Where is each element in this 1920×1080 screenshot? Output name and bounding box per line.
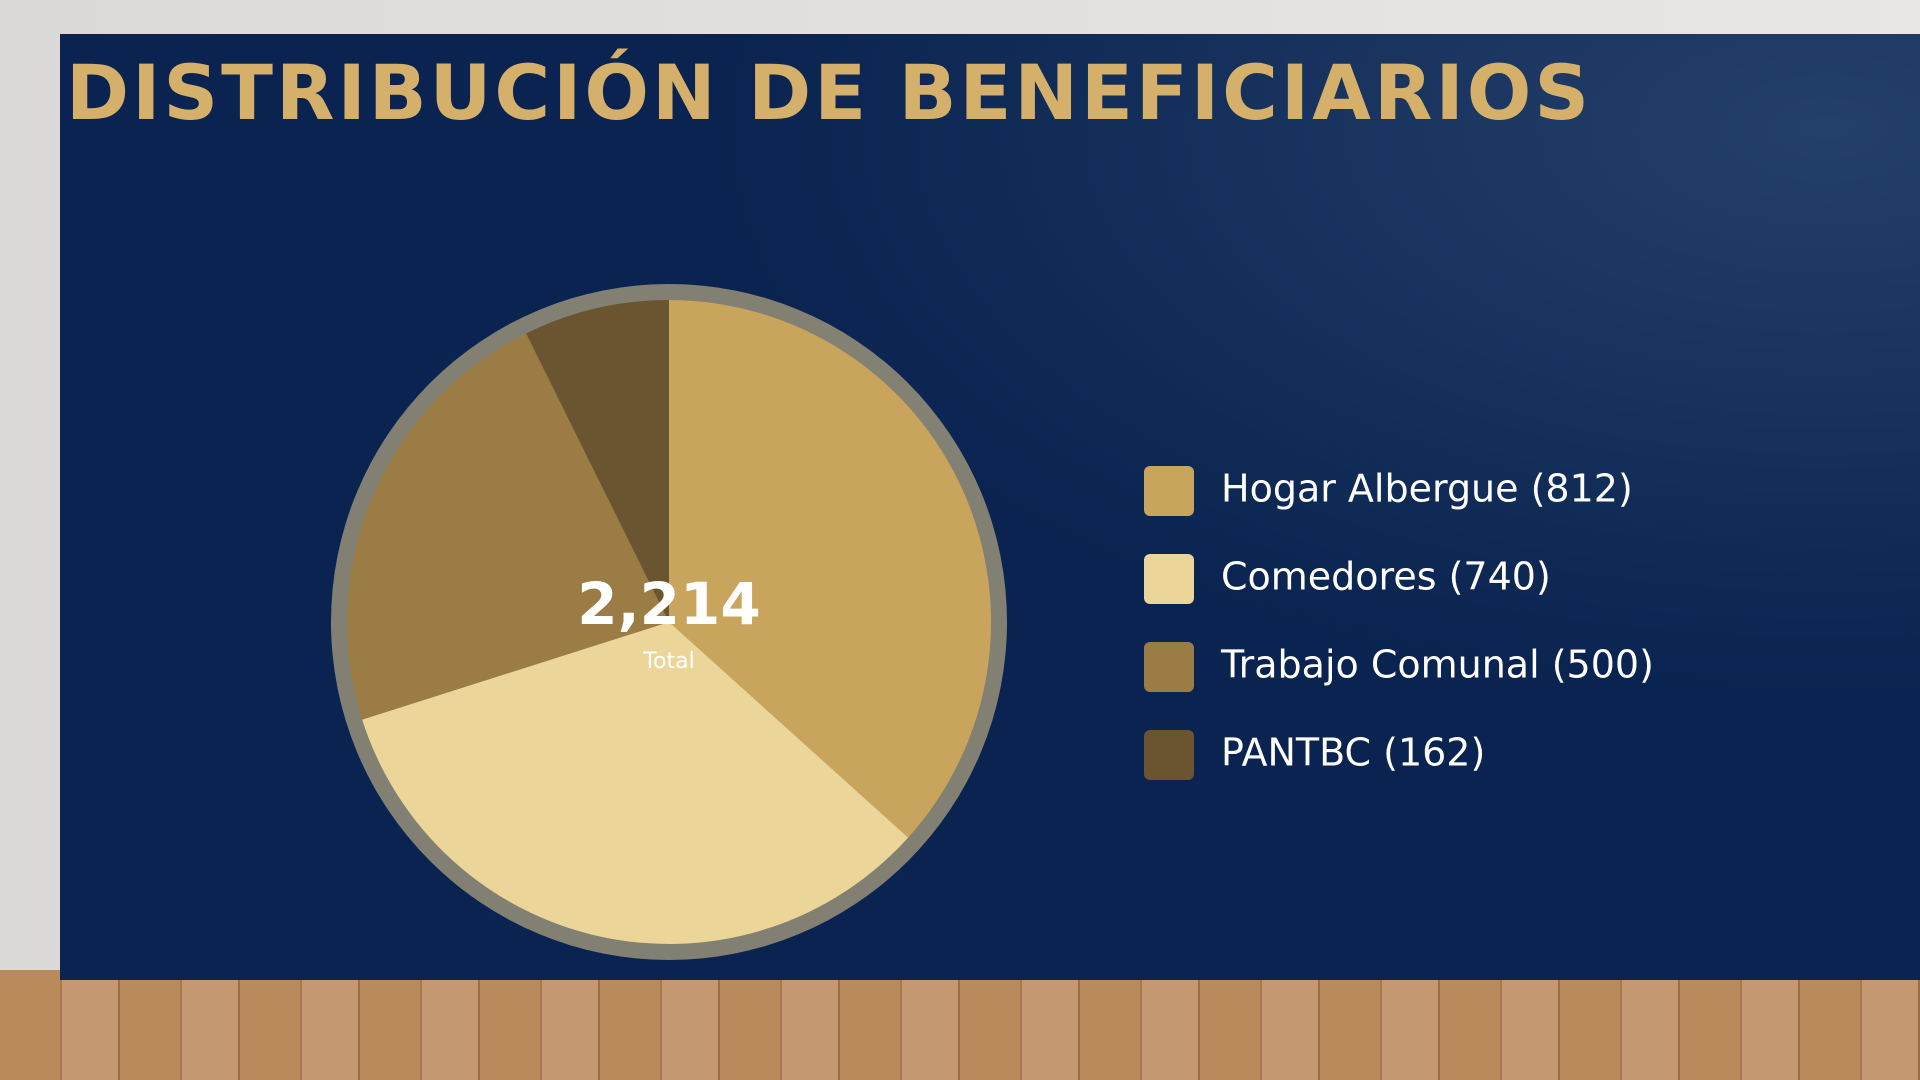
legend-label: Comedores (740) xyxy=(1221,555,1551,599)
legend-label: PANTBC (162) xyxy=(1221,731,1485,775)
total-caption: Total xyxy=(642,649,694,674)
legend-swatch xyxy=(1144,642,1194,692)
total-value: 2,214 xyxy=(577,570,760,638)
legend-swatch xyxy=(1144,466,1194,516)
pie-slice xyxy=(669,300,991,838)
legend-label: Hogar Albergue (812) xyxy=(1221,467,1633,511)
pie-slice xyxy=(526,300,669,622)
legend-swatch xyxy=(1144,730,1194,780)
legend-swatch xyxy=(1144,554,1194,604)
pie-slice xyxy=(362,622,909,944)
slide xyxy=(60,34,1920,980)
pie xyxy=(347,300,991,944)
pie-slice xyxy=(347,333,669,720)
floor xyxy=(0,970,1920,1080)
legend-label: Trabajo Comunal (500) xyxy=(1220,643,1654,687)
chart-title: DISTRIBUCIÓN DE BENEFICIARIOS xyxy=(66,47,1592,137)
